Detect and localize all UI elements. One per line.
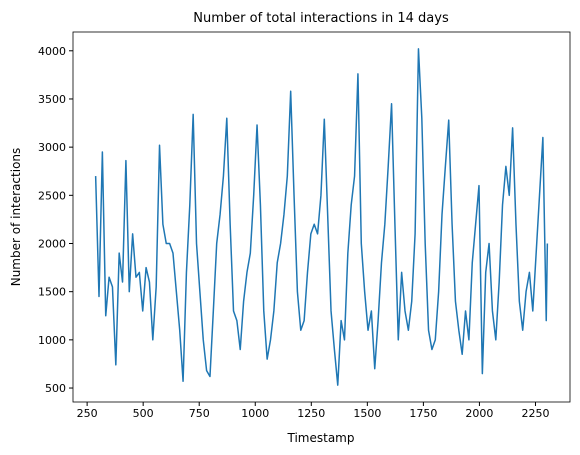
y-tick-label: 3500 bbox=[38, 93, 66, 106]
x-tick-label: 2250 bbox=[521, 407, 549, 420]
y-tick-label: 4000 bbox=[38, 45, 66, 58]
x-tick-label: 1250 bbox=[297, 407, 325, 420]
x-tick-label: 1750 bbox=[409, 407, 437, 420]
y-tick-label: 2500 bbox=[38, 189, 66, 202]
x-tick-label: 2000 bbox=[465, 407, 493, 420]
y-tick-label: 1000 bbox=[38, 334, 66, 347]
y-tick-label: 3000 bbox=[38, 141, 66, 154]
axes-frame bbox=[72, 31, 571, 403]
x-tick-label: 500 bbox=[133, 407, 154, 420]
x-tick-label: 750 bbox=[189, 407, 210, 420]
y-axis-label: Number of interactions bbox=[9, 148, 23, 287]
x-axis-label: Timestamp bbox=[287, 431, 355, 445]
y-tick-label: 2000 bbox=[38, 237, 66, 250]
x-tick-label: 250 bbox=[77, 407, 98, 420]
y-tick-label: 500 bbox=[45, 382, 66, 395]
x-tick-label: 1500 bbox=[353, 407, 381, 420]
chart-title: Number of total interactions in 14 days bbox=[193, 11, 449, 26]
y-tick-label: 1500 bbox=[38, 286, 66, 299]
x-tick-label: 1000 bbox=[241, 407, 269, 420]
data-line bbox=[94, 48, 549, 386]
